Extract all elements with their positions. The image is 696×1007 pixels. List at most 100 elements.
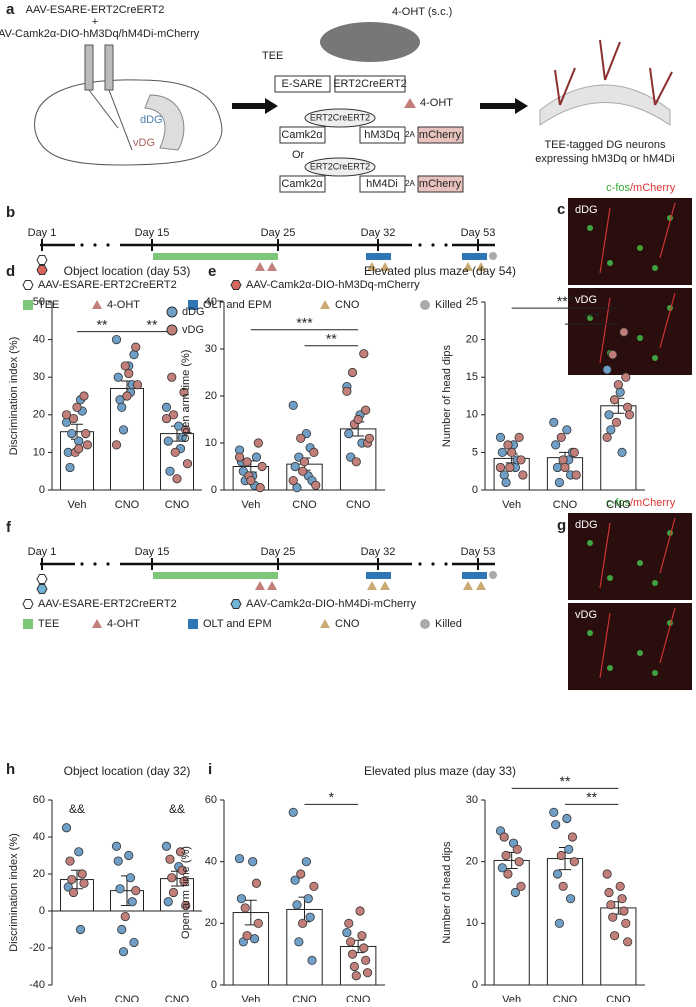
data-point <box>117 924 127 935</box>
micrograph <box>568 513 692 600</box>
data-point <box>181 900 191 911</box>
x-tick-label: Veh <box>68 499 87 511</box>
data-point <box>163 897 173 907</box>
tee-bar <box>153 572 278 579</box>
data-point <box>82 440 93 450</box>
x-tick-label: CNO <box>606 499 631 511</box>
panel-label: f <box>6 519 12 536</box>
data-point <box>571 470 581 480</box>
x-tick-label: CNO <box>606 994 631 1002</box>
killed-dot <box>489 252 497 260</box>
data-point <box>549 417 559 427</box>
data-point <box>61 823 72 833</box>
construct <box>334 75 406 93</box>
data-point <box>617 894 627 904</box>
panel-label: c <box>557 201 565 218</box>
legend-marker <box>166 324 178 336</box>
legend-label: TEE <box>38 299 59 311</box>
data-point <box>344 918 354 928</box>
day-label: Day 1 <box>28 227 57 239</box>
data-point <box>562 425 572 435</box>
ellipsis-dot <box>431 562 435 566</box>
data-point <box>124 368 134 379</box>
construct-label: mCherry <box>419 129 462 141</box>
triangle-icon <box>320 300 330 309</box>
construct-label: 2A <box>405 130 415 139</box>
data-point <box>512 844 522 854</box>
y-tick-label: 30 <box>33 371 45 383</box>
significance-label: ** <box>97 316 108 332</box>
data-point <box>292 900 302 910</box>
significance-label: ** <box>560 773 571 789</box>
data-point <box>349 961 360 972</box>
data-point <box>242 931 252 941</box>
x-tick-label: CNO <box>165 994 190 1002</box>
legend-label: 4-OHT <box>107 618 140 630</box>
ellipsis-dot <box>418 243 422 247</box>
y-tick-label: 40 <box>33 831 45 843</box>
x-tick-label: Veh <box>502 499 521 511</box>
test-bar <box>462 253 487 260</box>
y-tick-label: 10 <box>466 917 478 929</box>
legend-label: AAV-ESARE-ERT2CreERT2 <box>38 279 177 291</box>
ellipsis-dot <box>444 562 448 566</box>
arrow <box>232 98 278 114</box>
ellipsis-dot <box>93 562 97 566</box>
data-point <box>182 459 193 469</box>
data-point <box>503 440 513 450</box>
legend-label: AAV-Camk2α-DIO-hM3Dq-mCherry <box>246 279 420 291</box>
panel-label: h <box>6 761 15 778</box>
triangle-icon <box>367 581 377 590</box>
image-label: dDG <box>575 519 598 531</box>
oht-label: 4-OHT <box>420 97 453 109</box>
triangle-icon <box>463 581 473 590</box>
data-point <box>67 874 77 885</box>
y-tick-label: 5 <box>472 446 478 458</box>
neuron <box>599 292 676 364</box>
x-tick-label: CNO <box>292 499 317 511</box>
data-point <box>353 414 363 425</box>
cell <box>652 580 658 586</box>
data-point <box>174 421 184 431</box>
data-point <box>177 865 187 875</box>
data-point <box>294 937 304 947</box>
day-label: Day 32 <box>361 227 396 239</box>
data-point <box>501 477 511 488</box>
significance-label: *** <box>296 314 313 330</box>
data-point <box>604 410 614 420</box>
bar <box>546 858 584 986</box>
result-label: expressing hM3Dq or hM4Di <box>535 153 674 165</box>
data-point <box>129 937 139 948</box>
data-point <box>298 918 308 928</box>
data-point <box>288 807 298 817</box>
data-point <box>549 807 559 817</box>
protein <box>304 108 376 128</box>
neuron <box>599 607 676 679</box>
data-point <box>609 395 620 405</box>
data-point <box>74 847 84 857</box>
data-point <box>298 466 308 476</box>
test-bar <box>462 572 487 579</box>
x-tick-label: CNO <box>292 994 317 1002</box>
data-point <box>621 372 631 382</box>
triangle-icon <box>380 262 390 271</box>
data-point <box>556 850 566 861</box>
y-axis-label: Number of head dips <box>441 344 453 447</box>
legend-label: CNO <box>335 618 360 630</box>
y-axis-label: Number of head dips <box>441 841 453 944</box>
data-point <box>168 887 179 898</box>
data-point <box>67 428 77 439</box>
data-point <box>556 432 566 442</box>
cell <box>637 650 643 656</box>
data-point <box>240 903 250 913</box>
data-point <box>288 400 298 410</box>
vector-label: AAV-ESARE-ERT2CreERT2 <box>26 4 165 16</box>
legend-dot <box>420 619 430 629</box>
data-point <box>290 875 300 885</box>
data-point <box>558 455 568 465</box>
data-point <box>495 462 506 473</box>
protein-label: ERT2CreERT2 <box>310 112 370 122</box>
cell <box>587 540 593 546</box>
y-tick-label: 0 <box>39 484 45 496</box>
data-point <box>303 894 313 904</box>
